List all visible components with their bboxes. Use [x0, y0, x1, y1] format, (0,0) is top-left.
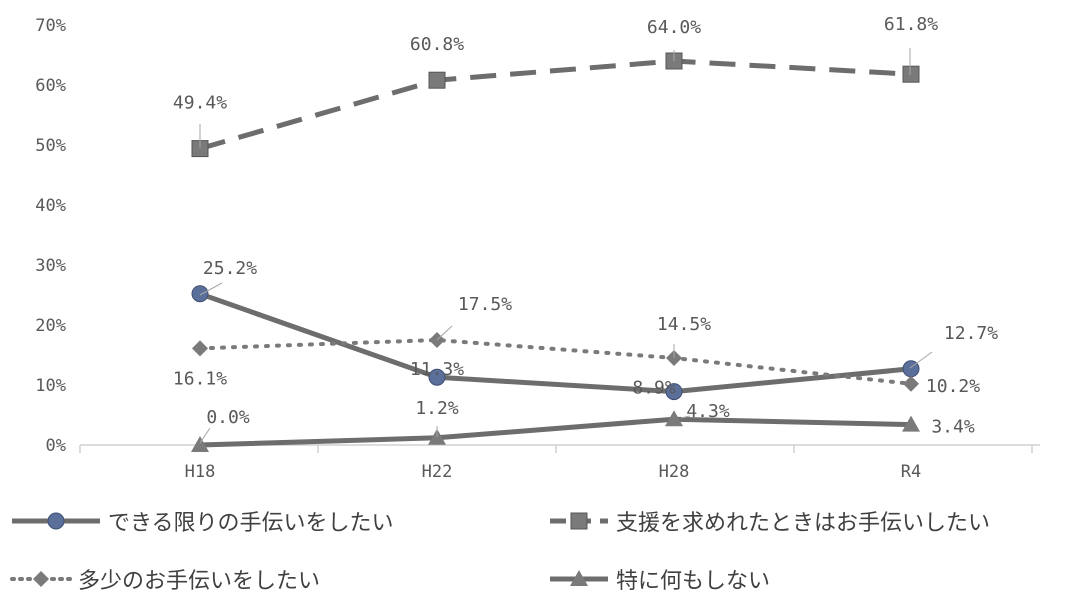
data-point — [191, 285, 209, 303]
data-label: 64.0% — [647, 17, 701, 38]
data-label-leader — [199, 282, 223, 296]
data-label: 14.5% — [657, 314, 711, 335]
data-point — [428, 71, 446, 89]
series-2 — [191, 52, 920, 158]
data-label: 8.9% — [632, 378, 676, 399]
data-point — [902, 65, 920, 83]
data-label-layer: 25.2% 11.3% 8.9% 12.7% 49.4% 60.8% 64.0% 61.8% 1… — [173, 14, 998, 444]
series-line — [199, 416, 912, 448]
data-label: 3.4% — [931, 417, 975, 438]
data-label: 16.1% — [173, 368, 227, 389]
data-point — [665, 410, 683, 427]
data-point — [428, 368, 446, 386]
data-label: 4.3% — [686, 401, 730, 422]
data-label: 1.2% — [415, 398, 459, 419]
y-tick-label: 50% — [35, 136, 66, 156]
y-tick-label: 20% — [35, 316, 66, 336]
data-label: 0.0% — [206, 407, 250, 428]
data-point — [902, 415, 920, 432]
data-label: 10.2% — [926, 376, 980, 397]
x-tick-label: H22 — [422, 462, 453, 482]
data-label: 61.8% — [884, 14, 938, 35]
y-tick-label: 30% — [35, 256, 66, 276]
data-label: 11.3% — [410, 359, 464, 380]
series-layer — [191, 52, 920, 452]
y-tick-label: 10% — [35, 376, 66, 396]
data-label-leader — [909, 351, 933, 369]
x-axis: H18 H22 H28 R4 — [79, 445, 1033, 482]
y-tick-label: 70% — [35, 16, 66, 36]
series-3 — [192, 332, 919, 392]
x-tick-label: R4 — [901, 462, 921, 482]
data-label: 60.8% — [410, 34, 464, 55]
data-label-leader — [436, 325, 453, 341]
y-axis: 0% 10% 20% 30% 40% 50% 60% 70% — [35, 16, 66, 456]
y-tick-label: 0% — [46, 436, 66, 456]
data-point — [191, 436, 209, 452]
x-tick-label: H28 — [659, 462, 690, 482]
data-label-leader — [199, 427, 211, 444]
series-line — [199, 58, 912, 152]
y-tick-label: 40% — [35, 196, 66, 216]
data-point — [665, 383, 683, 401]
data-label: 49.4% — [173, 93, 227, 114]
data-label: 12.7% — [944, 323, 998, 344]
x-tick-label: H18 — [185, 462, 216, 482]
data-label: 25.2% — [203, 258, 257, 279]
series-line — [198, 338, 913, 386]
y-tick-label: 60% — [35, 76, 66, 96]
data-label: 17.5% — [458, 294, 512, 315]
series-1 — [191, 285, 920, 401]
data-point — [903, 375, 919, 392]
data-point — [192, 340, 208, 357]
series-line — [199, 291, 912, 395]
data-label-leader — [680, 415, 691, 419]
